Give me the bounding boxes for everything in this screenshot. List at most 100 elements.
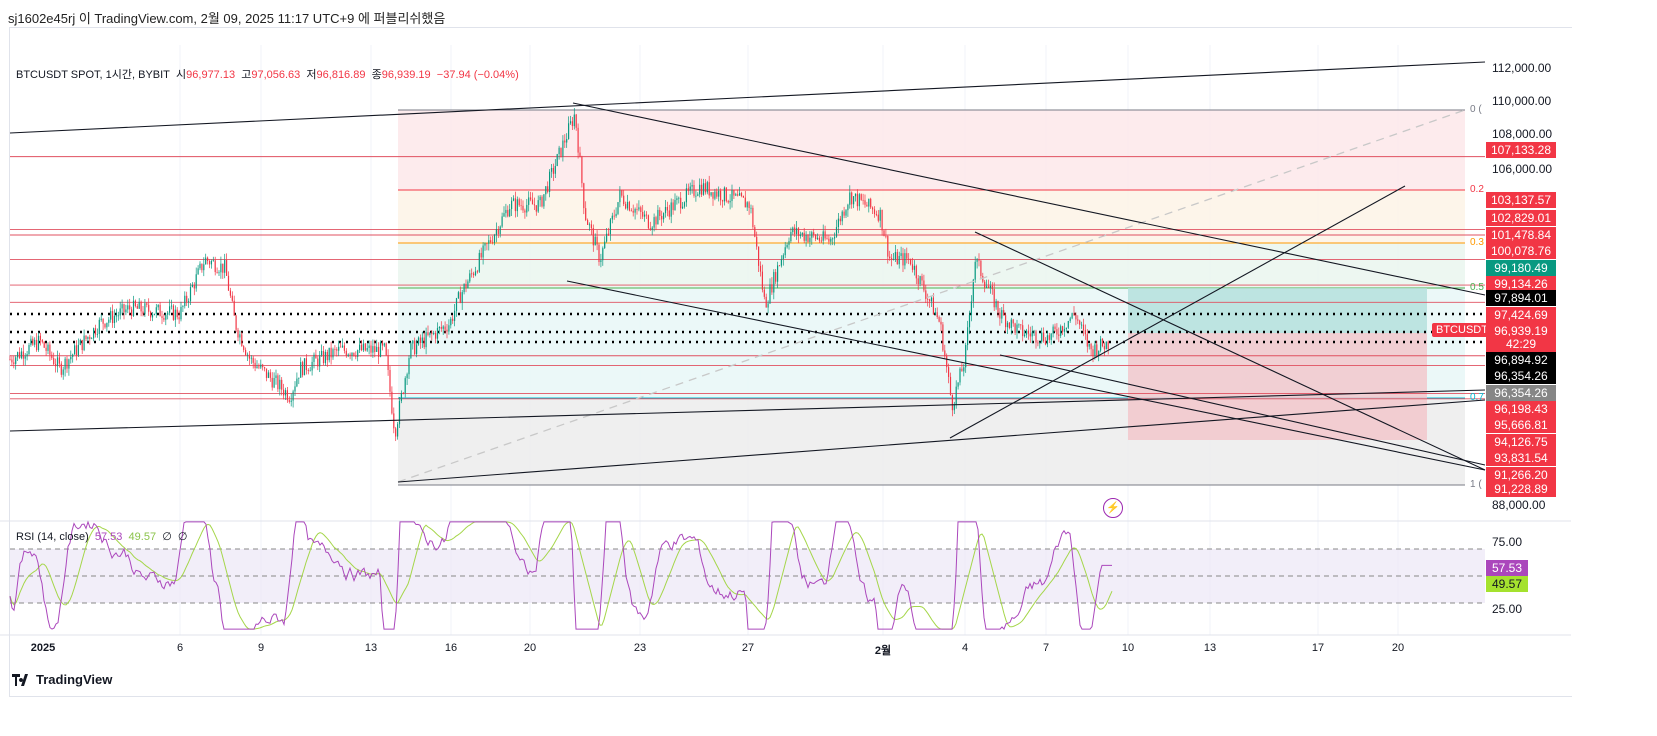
fib-trend-line (397, 109, 1466, 483)
candle-body (41, 340, 43, 342)
tradingview-logo[interactable]: TradingView (12, 672, 112, 687)
candle-body (790, 232, 792, 242)
candle-body (794, 227, 796, 234)
candle-body (573, 114, 575, 127)
candle-body (828, 238, 830, 242)
symbol-name[interactable]: BTCUSDT SPOT, 1시간, BYBIT (16, 69, 170, 81)
candle-body (989, 285, 991, 289)
high-value: 97,056.63 (251, 69, 301, 81)
fib-zone (398, 243, 1465, 288)
candle-body (283, 389, 285, 396)
candle-body (721, 200, 724, 202)
candle-body (733, 190, 735, 196)
candle-body (682, 206, 684, 209)
candle-body (1063, 328, 1066, 332)
price-label-black: 97,894.01 (1486, 290, 1556, 306)
candle-body (993, 289, 995, 308)
candle-body (505, 209, 507, 214)
candle-body (866, 204, 868, 207)
candle-body (419, 337, 421, 343)
candle-body (330, 347, 332, 358)
price-label-red: 102,829.01 (1486, 210, 1556, 226)
candle-body (683, 202, 686, 207)
candle-body (944, 350, 946, 357)
candle-body (837, 218, 839, 228)
candle-body (775, 272, 777, 282)
candle-body (769, 284, 771, 304)
candle-body (412, 340, 414, 344)
candle-body (758, 246, 760, 266)
candle-body (978, 259, 980, 261)
candle-body (256, 366, 258, 369)
candle-body (951, 394, 953, 411)
price-label-red: 42:29 (1486, 336, 1556, 352)
candle-body (1067, 320, 1069, 328)
candle-body (649, 228, 651, 230)
candle-body (322, 350, 325, 364)
candle-body (929, 299, 931, 302)
candle-body (754, 227, 756, 237)
candle-body (151, 314, 154, 318)
candle-body (245, 349, 247, 356)
candle-body (664, 206, 667, 214)
candle-body (680, 197, 682, 209)
candle-body (60, 363, 62, 375)
candle-body (930, 297, 933, 302)
candle-body (856, 193, 858, 207)
price-label-red: 99,134.26 (1486, 276, 1556, 292)
candle-body (79, 339, 81, 345)
candle-body (1056, 329, 1058, 335)
rsi-legend[interactable]: RSI (14, close) 57.53 49.57 ∅ ∅ (16, 530, 188, 543)
candle-body (564, 140, 566, 143)
candle-body (193, 284, 195, 289)
candle-body (1029, 333, 1031, 337)
candle-body (343, 345, 345, 351)
candle-body (459, 292, 461, 304)
candle-body (383, 343, 385, 346)
candle-body (246, 354, 249, 356)
candle-body (176, 309, 178, 318)
candle-body (640, 207, 642, 212)
candle-body (879, 209, 881, 221)
time-axis-label: 4 (961, 642, 969, 654)
candle-body (752, 207, 754, 228)
candle-body (410, 343, 412, 359)
candle-body (598, 244, 600, 263)
trend-line (9, 61, 1486, 134)
candle-body (699, 184, 701, 195)
candle-body (507, 209, 509, 217)
candle-body (22, 351, 24, 359)
candle-body (908, 258, 910, 260)
candle-body (661, 215, 663, 220)
candle-body (1075, 314, 1077, 320)
lightning-icon[interactable]: ⚡ (1103, 498, 1123, 518)
candle-body (227, 275, 230, 291)
candle-body (1044, 341, 1047, 345)
candle-body (305, 358, 307, 371)
candle-body (435, 332, 437, 339)
candle-body (205, 257, 207, 265)
candle-body (632, 210, 634, 213)
candle-body (889, 256, 891, 259)
candle-body (647, 215, 649, 229)
candle-body (203, 264, 205, 271)
candle-body (13, 362, 15, 364)
candle-body (623, 195, 625, 205)
candle-body (474, 271, 477, 276)
candle-body (773, 272, 775, 293)
candle-body (904, 253, 906, 266)
candle-body (910, 258, 912, 265)
candle-body (763, 289, 765, 297)
candle-body (693, 185, 695, 196)
candle-body (300, 362, 302, 378)
candle-body (281, 379, 283, 390)
candle-body (748, 202, 750, 209)
candle-body (849, 192, 851, 205)
candle-body (357, 350, 359, 357)
open-value: 96,977.13 (186, 69, 236, 81)
candle-body (606, 233, 608, 242)
candle-body (493, 235, 496, 243)
candle-body (839, 218, 841, 222)
time-axis-label: 23 (633, 642, 647, 654)
